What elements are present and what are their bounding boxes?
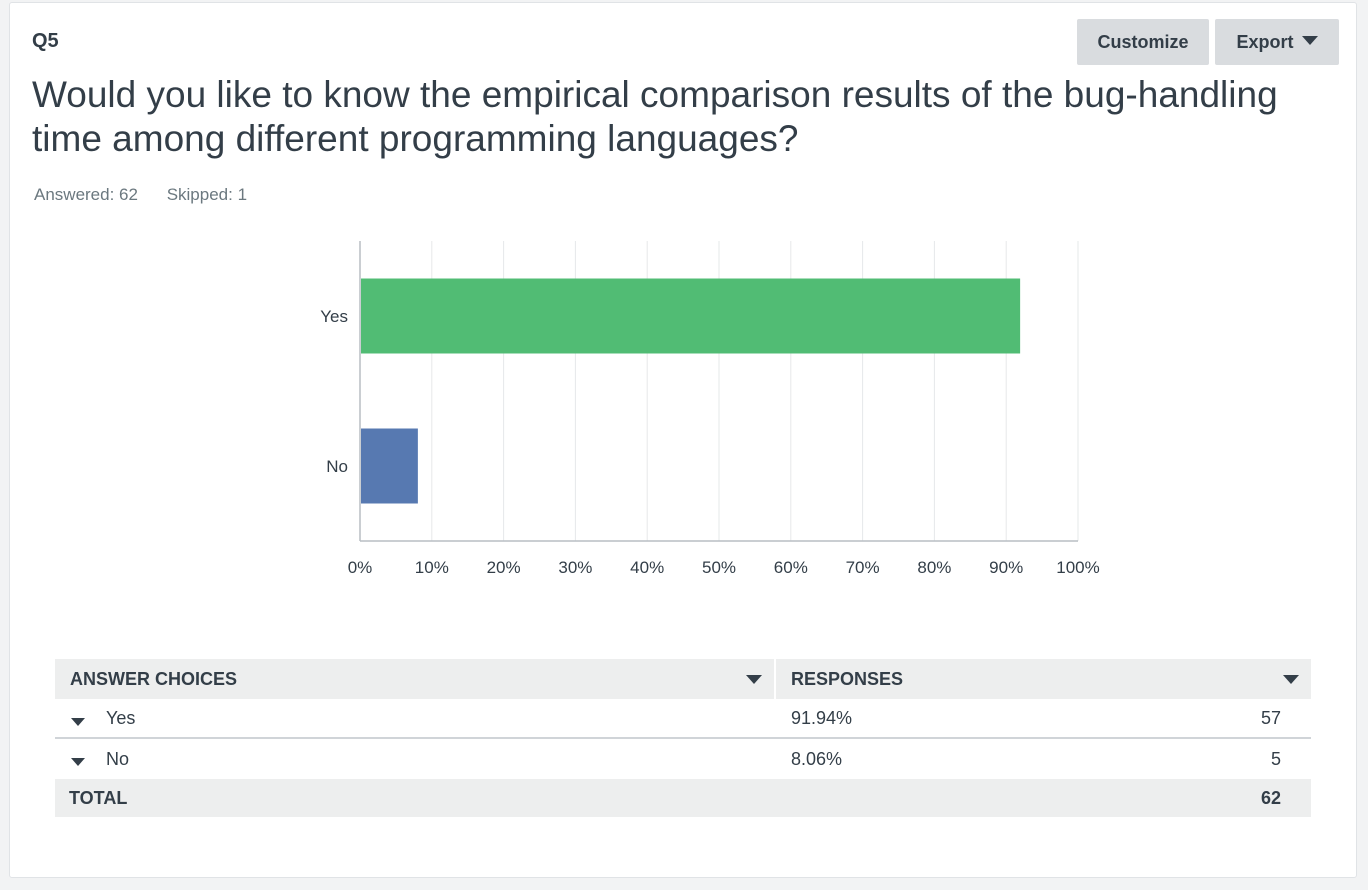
x-tick-label: 70% [846,558,880,577]
x-tick-label: 40% [630,558,664,577]
response-stats: Answered: 62 Skipped: 1 [34,185,271,205]
x-tick-label: 0% [348,558,373,577]
answer-choices-label: ANSWER CHOICES [70,668,238,689]
x-tick-label: 80% [917,558,951,577]
choice-label: No [106,748,130,769]
bar [361,428,418,504]
question-number: Q5 [32,30,59,52]
total-count: 62 [1260,787,1281,808]
question-card: Q5 Customize Export Would you like to kn… [9,2,1357,878]
x-tick-label: 10% [415,558,449,577]
table-row: No 8.06% 5 [55,739,1311,779]
x-tick-label: 90% [989,558,1023,577]
export-button[interactable]: Export [1215,19,1339,65]
x-tick-label: 20% [487,558,521,577]
response-count: 57 [1260,707,1281,728]
category-label: No [326,457,348,476]
total-label: TOTAL [69,787,128,808]
answer-choices-header[interactable]: ANSWER CHOICES [55,659,774,699]
skipped-count: Skipped: 1 [166,185,248,204]
expand-caret-icon[interactable] [71,758,85,766]
choice-label: Yes [106,707,136,728]
response-percent: 8.06% [791,748,843,769]
answered-count: Answered: 62 [34,185,138,204]
bar-chart: 0% 10% 20% 30% 40% 50% 60% 70% 80% 90% 100% Yes No [320,241,1100,577]
table-header: ANSWER CHOICES RESPONSES [55,659,1311,699]
responses-table: ANSWER CHOICES RESPONSES Yes 91.94% 57 N… [55,659,1311,817]
expand-caret-icon[interactable] [71,718,85,726]
responses-label: RESPONSES [791,668,904,689]
total-row: TOTAL 62 [55,779,1311,817]
bar [361,278,1021,354]
customize-button[interactable]: Customize [1077,19,1209,65]
responses-header[interactable]: RESPONSES [776,659,1311,699]
table-row: Yes 91.94% 57 [55,699,1311,739]
question-title: Would you like to know the empirical com… [32,74,1278,159]
chevron-down-icon [1301,36,1318,45]
x-tick-label: 60% [774,558,808,577]
export-label: Export [1236,31,1294,52]
sort-caret-icon[interactable] [1283,675,1299,684]
sort-caret-icon[interactable] [746,675,762,684]
x-tick-label: 50% [702,558,736,577]
response-count: 5 [1270,748,1281,769]
response-percent: 91.94% [791,707,853,728]
x-tick-label: 100% [1056,558,1099,577]
category-label: Yes [320,307,348,326]
x-tick-label: 30% [558,558,592,577]
